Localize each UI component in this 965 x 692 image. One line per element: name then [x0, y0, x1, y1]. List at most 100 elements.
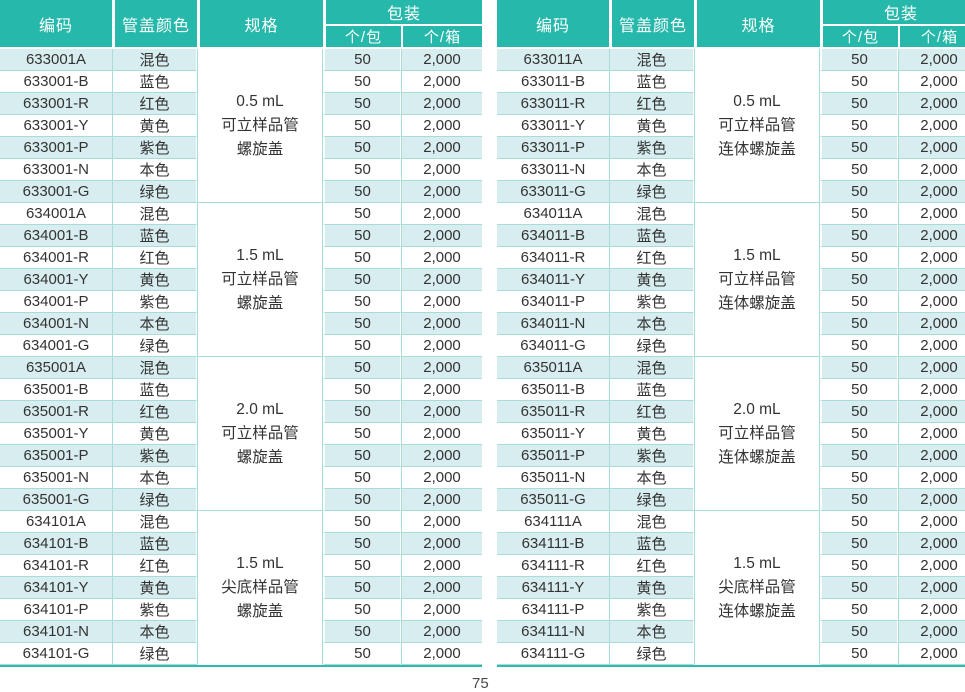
- spec-line: 可立样品管: [718, 116, 796, 134]
- spec-line: 螺旋盖: [236, 603, 284, 620]
- header-row: 编码 管盖颜色 规格 包装: [0, 0, 483, 49]
- cell-code: 634111-N: [497, 621, 609, 643]
- cell-per-case: 2,000: [401, 247, 483, 269]
- cell-code: 633001-R: [0, 93, 112, 115]
- cell-per-case: 2,000: [898, 159, 965, 181]
- cell-per-case: 2,000: [898, 423, 965, 445]
- cell-per-pack: 50: [820, 335, 898, 357]
- cell-per-case: 2,000: [401, 115, 483, 137]
- cell-cap-color: 紫色: [112, 599, 197, 621]
- table-row: 633001-G 绿色 50 2,000: [0, 181, 483, 203]
- col-header-code: 编码: [497, 0, 609, 49]
- cell-cap-color: 本色: [609, 621, 694, 643]
- cell-per-pack: 50: [323, 93, 401, 115]
- cell-cap-color: 混色: [609, 203, 694, 225]
- cell-per-pack: 50: [323, 159, 401, 181]
- cell-cap-color: 红色: [112, 401, 197, 423]
- cell-per-case: 2,000: [898, 335, 965, 357]
- cell-per-case: 2,000: [401, 379, 483, 401]
- cell-per-case: 2,000: [401, 159, 483, 181]
- cell-code: 634011-P: [497, 291, 609, 313]
- spec-line: 连体螺旋盖: [718, 603, 796, 620]
- spec-line: 连体螺旋盖: [718, 294, 796, 312]
- cell-per-case: 2,000: [401, 137, 483, 159]
- cell-per-case: 2,000: [401, 401, 483, 423]
- cell-code: 634001-R: [0, 247, 112, 269]
- cell-code: 633011-P: [497, 137, 609, 159]
- spec-line: 螺旋盖: [236, 294, 284, 312]
- cell-cap-color: 蓝色: [609, 225, 694, 247]
- cell-per-case: 2,000: [401, 445, 483, 467]
- cell-cap-color: 混色: [112, 511, 197, 533]
- cell-per-pack: 50: [323, 335, 401, 357]
- cell-per-pack: 50: [323, 115, 401, 137]
- cell-per-pack: 50: [820, 533, 898, 555]
- cell-cap-color: 绿色: [112, 643, 197, 665]
- table-row: 634001-N 本色 50 2,000: [0, 313, 483, 335]
- cell-cap-color: 紫色: [112, 137, 197, 159]
- cell-per-pack: 50: [323, 313, 401, 335]
- col-header-code: 编码: [0, 0, 112, 49]
- cell-per-pack: 50: [323, 49, 401, 71]
- cell-per-pack: 50: [323, 71, 401, 93]
- cell-code: 635011-Y: [497, 423, 609, 445]
- cell-per-case: 2,000: [898, 467, 965, 489]
- cell-code: 634101-G: [0, 643, 112, 665]
- cell-cap-color: 蓝色: [112, 225, 197, 247]
- cell-code: 635011-R: [497, 401, 609, 423]
- cell-per-case: 2,000: [401, 489, 483, 511]
- cell-per-pack: 50: [323, 511, 401, 533]
- cell-per-case: 2,000: [401, 203, 483, 225]
- cell-per-pack: 50: [820, 159, 898, 181]
- spec-line: 1.5 mL: [236, 246, 284, 264]
- cell-code: 634001-Y: [0, 269, 112, 291]
- table-row: 633011-B 蓝色 50 2,000: [497, 71, 965, 93]
- header-row: 编码 管盖颜色 规格 包装: [497, 0, 965, 49]
- cell-per-case: 2,000: [898, 599, 965, 621]
- cell-code: 634011A: [497, 203, 609, 225]
- cell-cap-color: 蓝色: [609, 71, 694, 93]
- spec-line: 连体螺旋盖: [718, 140, 796, 158]
- cell-code: 634011-B: [497, 225, 609, 247]
- table-row: 633001A 混色 0.5 mL 可立样品管 螺旋盖 50 2,000: [0, 49, 483, 203]
- cell-per-case: 2,000: [898, 247, 965, 269]
- cell-per-pack: 50: [820, 269, 898, 291]
- cell-code: 634101-Y: [0, 577, 112, 599]
- cell-per-pack: 50: [323, 643, 401, 665]
- cell-per-pack: 50: [323, 467, 401, 489]
- cell-cap-color: 红色: [112, 93, 197, 115]
- cell-per-pack: 50: [820, 379, 898, 401]
- cell-per-pack: 50: [820, 49, 898, 71]
- col-header-spec: 规格: [197, 0, 323, 49]
- cell-cap-color: 红色: [609, 247, 694, 269]
- cell-cap-color: 混色: [112, 49, 197, 71]
- cell-cap-color: 红色: [609, 401, 694, 423]
- cell-per-pack: 50: [820, 643, 898, 665]
- cell-per-case: 2,000: [898, 203, 965, 225]
- cell-per-case: 2,000: [898, 71, 965, 93]
- cell-per-pack: 50: [323, 423, 401, 445]
- cell-per-pack: 50: [323, 401, 401, 423]
- cell-per-case: 2,000: [898, 225, 965, 247]
- cell-code: 634011-G: [497, 335, 609, 357]
- cell-spec: 0.5 mL 可立样品管 螺旋盖: [197, 49, 323, 203]
- cell-code: 634101-P: [0, 599, 112, 621]
- cell-per-pack: 50: [323, 599, 401, 621]
- cell-code: 635011-N: [497, 467, 609, 489]
- cell-spec: 2.0 mL 可立样品管 螺旋盖: [197, 357, 323, 511]
- cell-cap-color: 蓝色: [112, 533, 197, 555]
- cell-code: 634101-B: [0, 533, 112, 555]
- cell-cap-color: 混色: [609, 49, 694, 71]
- header-subrow: 个/包 个/箱: [497, 26, 965, 49]
- cell-per-case: 2,000: [898, 643, 965, 665]
- cell-cap-color: 黄色: [112, 577, 197, 599]
- spec-line: 可立样品管: [718, 270, 796, 288]
- col-header-per-pack: 个/包: [820, 26, 898, 49]
- cell-per-pack: 50: [323, 621, 401, 643]
- cell-code: 635001-N: [0, 467, 112, 489]
- table-row: 634001-R 红色 50 2,000: [0, 247, 483, 269]
- cell-code: 634111A: [497, 511, 609, 533]
- spec-line: 2.0 mL: [236, 400, 284, 418]
- cell-per-case: 2,000: [898, 115, 965, 137]
- cell-per-case: 2,000: [401, 71, 483, 93]
